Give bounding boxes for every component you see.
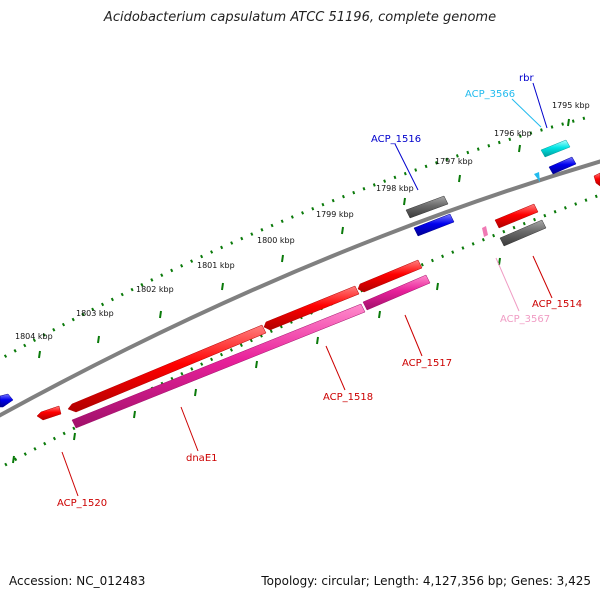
- gene-rbr-feature[interactable]: [548, 156, 577, 175]
- gene-ACP_1518-feature[interactable]: [263, 285, 360, 331]
- leader-lines: [61, 82, 553, 497]
- gene-dnaE1-feature[interactable]: [67, 324, 267, 413]
- tick-label-1796: 1796 kbp: [494, 129, 532, 138]
- gene-magenta-short-feature[interactable]: [362, 274, 431, 311]
- gene-ACP_1517-feature[interactable]: [357, 259, 423, 293]
- gene-gray-inner-feature[interactable]: [499, 219, 547, 247]
- gene-label-ACP_1514: ACP_1514: [532, 299, 582, 310]
- tick-label-1804: 1804 kbp: [15, 332, 53, 341]
- tick-label-1800: 1800 kbp: [257, 236, 295, 245]
- gene-red-right-feature[interactable]: [593, 172, 600, 187]
- gene-magenta-long-feature[interactable]: [71, 303, 366, 429]
- reverse-strand-genes: [71, 172, 547, 429]
- tick-label-1801: 1801 kbp: [197, 261, 235, 270]
- tick-label-1797: 1797 kbp: [435, 157, 473, 166]
- gene-label-dnaE1: dnaE1: [186, 453, 218, 464]
- genome-backbone: [0, 159, 600, 418]
- gene-ACP_1516-feature[interactable]: [413, 213, 455, 237]
- gene-cyan-small-feature[interactable]: [534, 172, 540, 182]
- gene-label-ACP_1517: ACP_1517: [402, 358, 452, 369]
- gene-ACP_1520-feature[interactable]: [36, 405, 62, 421]
- gene-label-ACP_1516: ACP_1516: [371, 134, 421, 145]
- gene-ACP_3567-feature[interactable]: [482, 226, 488, 237]
- gene-label-ACP_3566: ACP_3566: [465, 89, 515, 100]
- gene-label-rbr: rbr: [519, 73, 534, 84]
- tick-label-1798: 1798 kbp: [376, 184, 414, 193]
- gene-ACP_1514-feature[interactable]: [494, 203, 539, 229]
- topology-summary: Topology: circular; Length: 4,127,356 bp…: [261, 574, 591, 588]
- gene-blue-left-feature[interactable]: [0, 393, 14, 408]
- tick-label-1803: 1803 kbp: [76, 309, 114, 318]
- forward-strand-genes: [0, 139, 600, 421]
- gene-label-ACP_1520: ACP_1520: [57, 498, 107, 509]
- tick-label-1799: 1799 kbp: [316, 210, 354, 219]
- tick-label-1802: 1802 kbp: [136, 285, 174, 294]
- accession-text: Accession: NC_012483: [9, 574, 146, 588]
- genome-title: Acidobacterium capsulatum ATCC 51196, co…: [103, 10, 497, 25]
- gene-label-ACP_1518: ACP_1518: [323, 392, 373, 403]
- gene-label-ACP_3567: ACP_3567: [500, 314, 550, 325]
- major-ticks: [12, 118, 570, 464]
- tick-label-1795: 1795 kbp: [552, 101, 590, 110]
- gene-ACP_3566-feature[interactable]: [540, 139, 571, 158]
- gene-ACP_1516-feature-gray[interactable]: [405, 195, 449, 219]
